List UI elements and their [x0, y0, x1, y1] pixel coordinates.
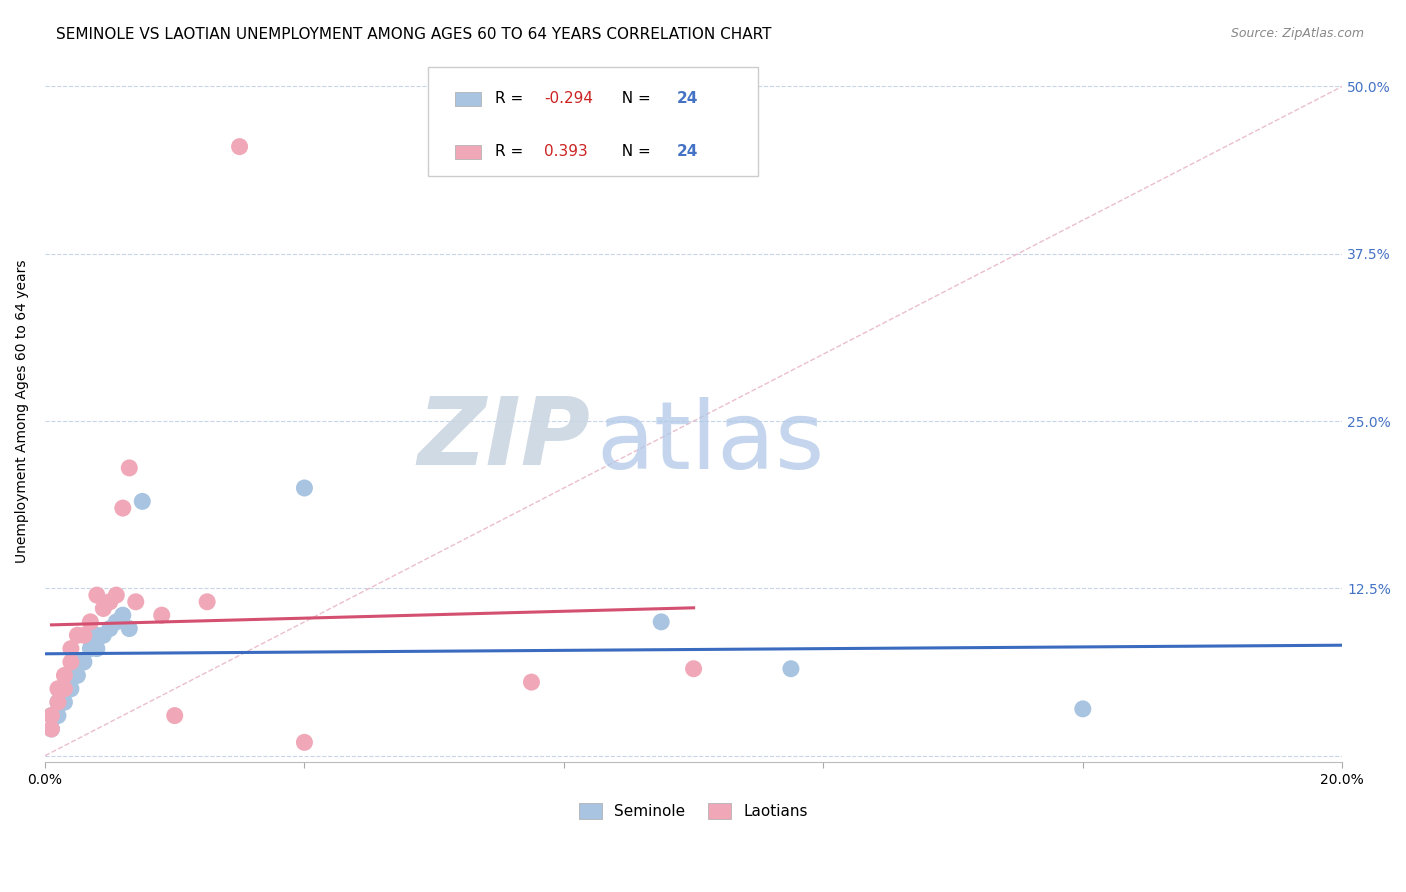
Text: 24: 24: [676, 92, 699, 106]
Point: [93, 628, 115, 642]
Point: [125, 595, 148, 609]
Point: [228, 139, 250, 153]
Point: [111, 608, 134, 623]
Point: [41, 722, 63, 736]
Point: [650, 615, 672, 629]
Point: [59, 641, 82, 656]
Text: -0.294: -0.294: [544, 92, 593, 106]
Text: R =: R =: [495, 145, 533, 159]
Point: [98, 595, 121, 609]
Point: [163, 708, 186, 723]
Point: [46, 695, 69, 709]
Point: [59, 655, 82, 669]
Point: [294, 735, 316, 749]
Point: [79, 641, 101, 656]
Text: 0.393: 0.393: [544, 145, 588, 159]
Point: [73, 628, 96, 642]
Legend: Seminole, Laotians: Seminole, Laotians: [574, 797, 814, 825]
Point: [105, 615, 128, 629]
Point: [53, 695, 76, 709]
Point: [53, 668, 76, 682]
Point: [46, 708, 69, 723]
Point: [66, 668, 89, 682]
Point: [41, 708, 63, 723]
Point: [46, 681, 69, 696]
Point: [98, 622, 121, 636]
FancyBboxPatch shape: [456, 92, 481, 106]
Point: [86, 641, 108, 656]
Text: R =: R =: [495, 92, 529, 106]
Point: [682, 662, 704, 676]
Point: [131, 494, 153, 508]
Point: [73, 655, 96, 669]
Point: [118, 622, 141, 636]
Point: [150, 608, 173, 623]
Point: [195, 595, 218, 609]
Point: [520, 675, 543, 690]
Point: [41, 708, 63, 723]
Text: ZIP: ZIP: [418, 393, 591, 485]
Point: [59, 668, 82, 682]
Point: [111, 501, 134, 516]
Point: [59, 681, 82, 696]
Text: atlas: atlas: [596, 397, 824, 489]
Point: [780, 662, 803, 676]
Point: [66, 628, 89, 642]
Point: [41, 722, 63, 736]
Text: N =: N =: [612, 92, 655, 106]
Point: [118, 461, 141, 475]
Point: [53, 681, 76, 696]
Point: [105, 588, 128, 602]
FancyBboxPatch shape: [427, 67, 758, 176]
Text: N =: N =: [612, 145, 655, 159]
Point: [86, 588, 108, 602]
Point: [79, 615, 101, 629]
Text: SEMINOLE VS LAOTIAN UNEMPLOYMENT AMONG AGES 60 TO 64 YEARS CORRELATION CHART: SEMINOLE VS LAOTIAN UNEMPLOYMENT AMONG A…: [56, 27, 772, 42]
Point: [53, 681, 76, 696]
Point: [46, 695, 69, 709]
Point: [1071, 702, 1094, 716]
Point: [86, 628, 108, 642]
Point: [93, 601, 115, 615]
FancyBboxPatch shape: [456, 145, 481, 159]
Y-axis label: Unemployment Among Ages 60 to 64 years: Unemployment Among Ages 60 to 64 years: [15, 260, 30, 563]
Text: 24: 24: [676, 145, 699, 159]
Point: [294, 481, 316, 495]
Text: Source: ZipAtlas.com: Source: ZipAtlas.com: [1230, 27, 1364, 40]
Point: [66, 655, 89, 669]
